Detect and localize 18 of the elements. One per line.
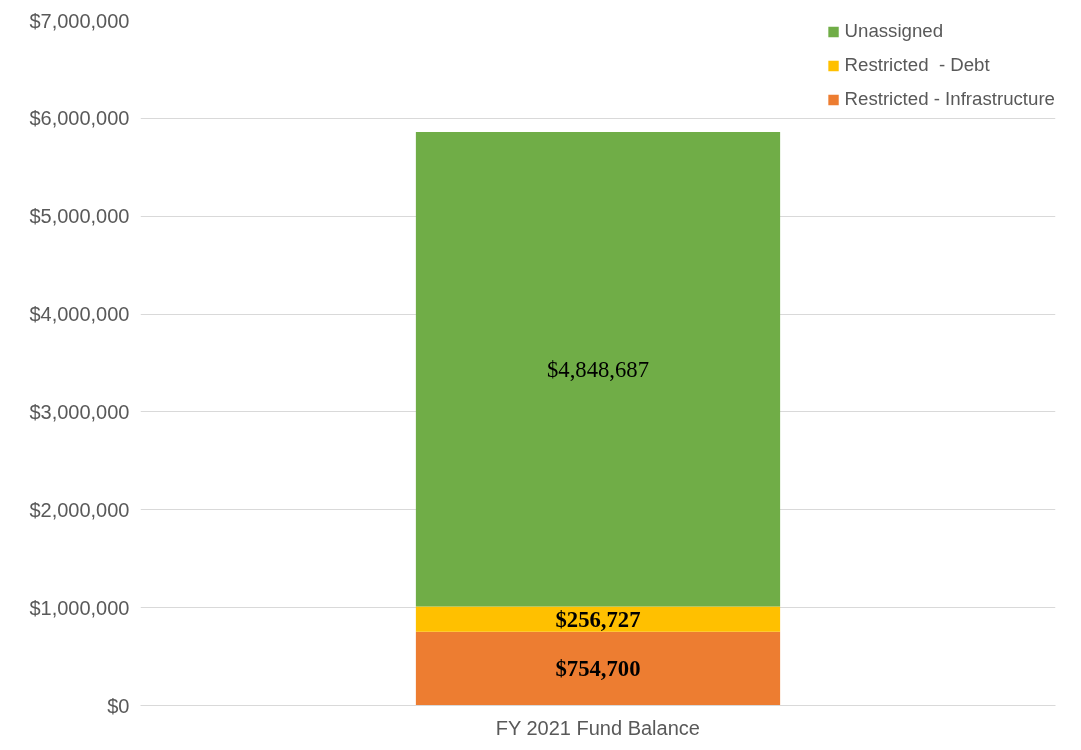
y-tick-label: $4,000,000 [29, 303, 130, 326]
bar [415, 606, 781, 632]
legend-label: Unassigned [844, 20, 944, 42]
y-tick-label: $0 [107, 694, 130, 717]
y-tick-label: $5,000,000 [29, 205, 130, 228]
text: $754,700 [555, 656, 641, 682]
y-tick-label: $7,000,000 [29, 9, 130, 32]
y-tick-label: $2,000,000 [29, 498, 130, 521]
bar [415, 132, 781, 607]
x-tick-label: FY 2021 Fund Balance [495, 716, 700, 739]
bar [415, 631, 781, 706]
legend-label: Restricted - Infrastructure [844, 88, 1055, 110]
y-tick-label: $6,000,000 [29, 107, 130, 130]
legend-label: Restricted - Debt [844, 54, 990, 76]
y-tick-label: $3,000,000 [29, 400, 130, 423]
text: $4,848,687 [547, 356, 649, 382]
y-tick-label: $1,000,000 [29, 596, 130, 619]
text: $256,727 [555, 606, 641, 632]
